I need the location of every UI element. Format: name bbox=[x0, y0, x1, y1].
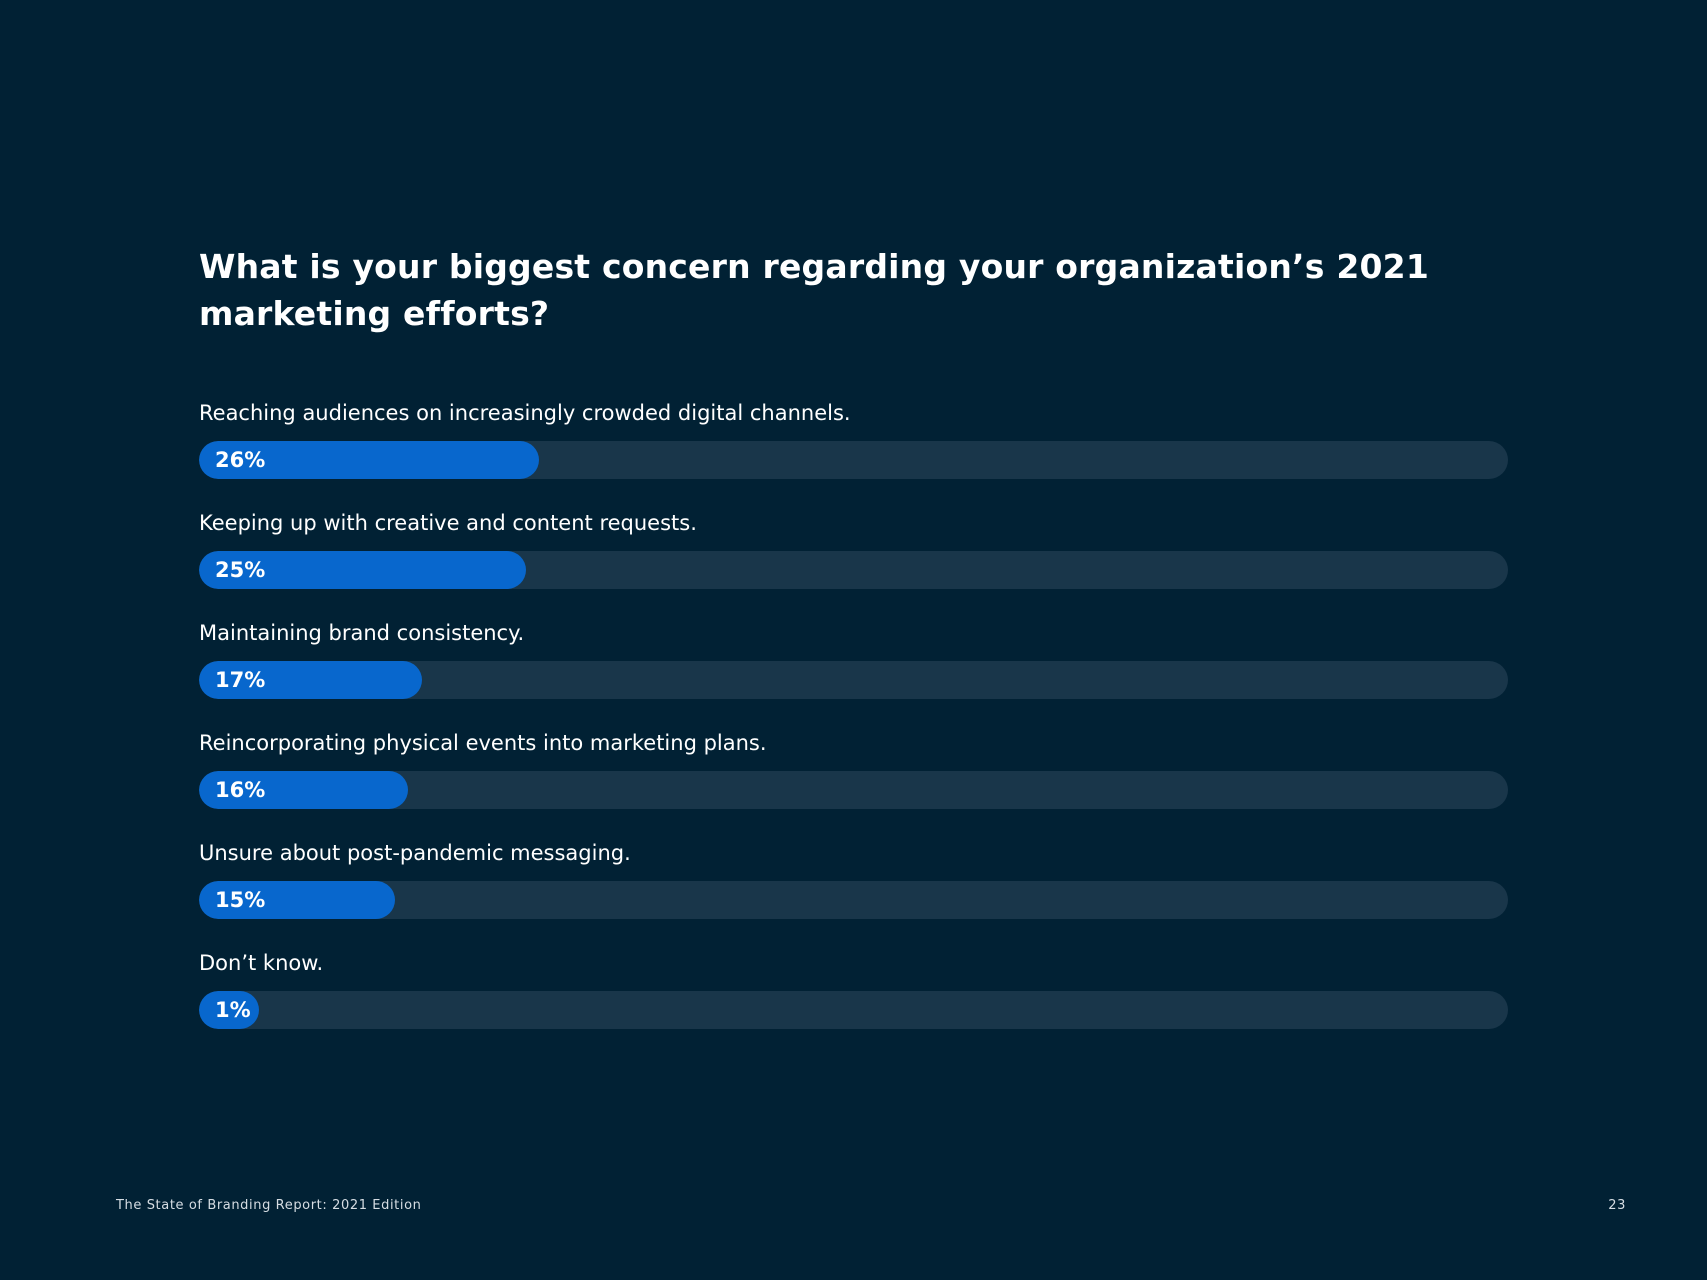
bar-category-label: Unsure about post-pandemic messaging. bbox=[199, 841, 631, 865]
bar-category-label: Reincorporating physical events into mar… bbox=[199, 731, 767, 755]
bar-track: 16% bbox=[199, 771, 1508, 809]
bar-value-label: 1% bbox=[215, 998, 251, 1022]
page-number: 23 bbox=[1608, 1198, 1626, 1213]
bar-category-label: Keeping up with creative and content req… bbox=[199, 511, 697, 535]
bar-row: Unsure about post-pandemic messaging. 15% bbox=[199, 830, 1508, 940]
bar-track: 26% bbox=[199, 441, 1508, 479]
bar-category-label: Reaching audiences on increasingly crowd… bbox=[199, 401, 851, 425]
bar-category-label: Maintaining brand consistency. bbox=[199, 621, 525, 645]
bar-row: Reincorporating physical events into mar… bbox=[199, 720, 1508, 830]
bar-value-label: 17% bbox=[215, 668, 266, 692]
bar-value-label: 25% bbox=[215, 558, 266, 582]
bar bbox=[199, 551, 526, 589]
bar bbox=[199, 441, 539, 479]
bar-track: 17% bbox=[199, 661, 1508, 699]
bar bbox=[199, 661, 422, 699]
chart-title: What is your biggest concern regarding y… bbox=[199, 247, 1429, 333]
bar-track: 15% bbox=[199, 881, 1508, 919]
bar-track: 1% bbox=[199, 991, 1508, 1029]
bar-row: Don’t know. 1% bbox=[199, 940, 1508, 1050]
bar-row: Keeping up with creative and content req… bbox=[199, 500, 1508, 610]
bar-value-label: 26% bbox=[215, 448, 266, 472]
footer-report-name: The State of Branding Report: 2021 Editi… bbox=[116, 1198, 422, 1213]
bar bbox=[199, 881, 395, 919]
bar-value-label: 16% bbox=[215, 778, 266, 802]
bar-category-label: Don’t know. bbox=[199, 951, 324, 975]
bar-chart: Reaching audiences on increasingly crowd… bbox=[199, 390, 1508, 1050]
bar bbox=[199, 771, 408, 809]
bar-row: Reaching audiences on increasingly crowd… bbox=[199, 390, 1508, 500]
bar-track: 25% bbox=[199, 551, 1508, 589]
bar-value-label: 15% bbox=[215, 888, 266, 912]
bar bbox=[199, 991, 259, 1029]
bar-row: Maintaining brand consistency. 17% bbox=[199, 610, 1508, 720]
